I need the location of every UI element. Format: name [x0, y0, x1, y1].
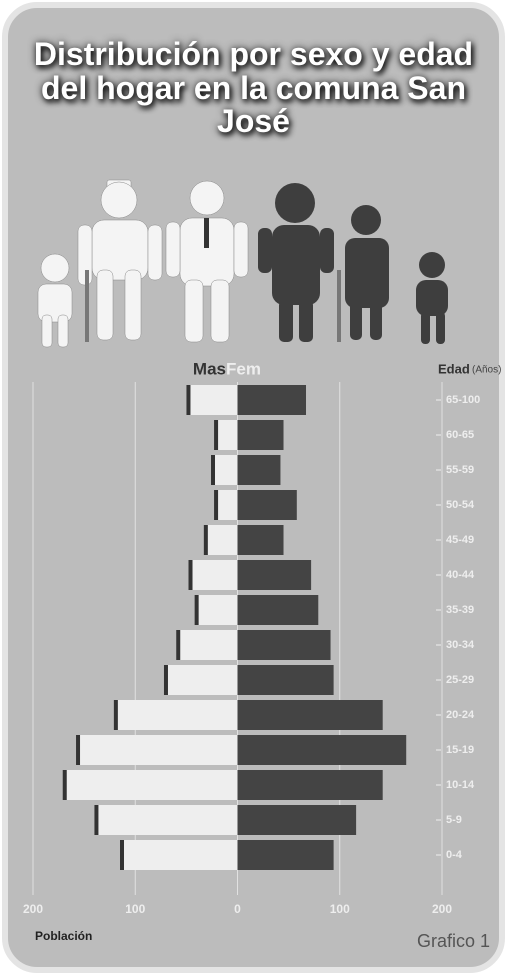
- page: Mas Fem Edad (Años) Población Grafico 1 …: [0, 0, 507, 975]
- y-tick-label: 15-19: [446, 744, 474, 756]
- bar: [238, 490, 297, 520]
- bar: [238, 525, 284, 555]
- x-tick-label: 0: [234, 902, 241, 916]
- bar: [238, 595, 319, 625]
- bar: [238, 805, 357, 835]
- y-tick-label: 40-44: [446, 569, 475, 581]
- y-tick-label: 5-9: [446, 814, 462, 826]
- bar: [199, 595, 238, 625]
- y-tick-label: 30-34: [446, 639, 475, 651]
- bar: [238, 455, 281, 485]
- x-tick-label: 200: [23, 902, 43, 916]
- bar: [238, 560, 312, 590]
- y-tick-label: 10-14: [446, 779, 475, 791]
- legend-entry: Mas: [193, 359, 226, 378]
- bar: [218, 490, 237, 520]
- bar: [180, 630, 237, 660]
- bar: [238, 840, 334, 870]
- bar: [238, 385, 307, 415]
- bar: [190, 385, 237, 415]
- y-axis-label: Edad: [438, 361, 470, 376]
- y-tick-label: 55-59: [446, 464, 474, 476]
- bar: [238, 770, 383, 800]
- bar: [218, 420, 237, 450]
- legend-entry: Fem: [226, 359, 261, 378]
- bar: [238, 735, 407, 765]
- y-tick-label: 20-24: [446, 709, 475, 721]
- bar: [118, 700, 238, 730]
- bar: [193, 560, 238, 590]
- chart-title: Distribución por sexo y edad del hogar e…: [30, 38, 477, 139]
- bar: [67, 770, 238, 800]
- bar: [208, 525, 238, 555]
- bar: [238, 700, 383, 730]
- bar: [98, 805, 237, 835]
- bar: [124, 840, 237, 870]
- bar: [168, 665, 238, 695]
- bar: [238, 630, 331, 660]
- y-axis-unit: (Años): [472, 365, 501, 376]
- caption: Grafico 1: [417, 931, 490, 951]
- y-tick-label: 45-49: [446, 534, 474, 546]
- bar: [80, 735, 237, 765]
- bar: [238, 665, 334, 695]
- chart: Mas Fem Edad (Años) Población Grafico 1 …: [0, 0, 507, 975]
- x-tick-label: 100: [330, 902, 350, 916]
- x-tick-label: 100: [125, 902, 145, 916]
- bar: [238, 420, 284, 450]
- y-tick-label: 25-29: [446, 674, 474, 686]
- x-axis-label: Población: [35, 929, 92, 943]
- y-tick-label: 0-4: [446, 849, 463, 861]
- tie: [204, 218, 209, 248]
- y-tick-label: 60-65: [446, 429, 474, 441]
- y-tick-label: 50-54: [446, 499, 475, 511]
- bar: [215, 455, 237, 485]
- y-tick-label: 65-100: [446, 394, 480, 406]
- x-tick-label: 200: [432, 902, 452, 916]
- y-tick-label: 35-39: [446, 604, 474, 616]
